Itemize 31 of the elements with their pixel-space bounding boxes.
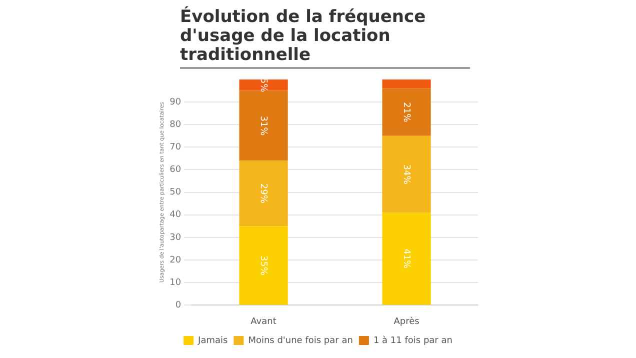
y-tick-label: 60	[170, 165, 182, 176]
data-label: 35%	[258, 255, 268, 276]
legend-label: Moins d'une fois par an	[248, 336, 353, 346]
bar	[382, 88, 431, 136]
legend-label: 1 à 11 fois par an	[373, 334, 452, 346]
y-tick-label: 50	[170, 188, 182, 198]
y-tick-label: 20	[170, 255, 182, 266]
chart-title: Évolution de la fréquence d'usage de la location traditionnelle	[180, 7, 470, 69]
y-tick-label: 30	[170, 232, 182, 243]
y-tick-label: 40	[170, 210, 182, 220]
y-tick-label: 0	[175, 300, 182, 311]
x-tick-label: Avant	[250, 316, 277, 327]
legend-label: Jamais	[197, 336, 228, 346]
data-label: 5%	[258, 78, 268, 93]
bar	[239, 90, 288, 161]
bar	[382, 212, 431, 305]
data-label: 34%	[401, 164, 412, 185]
bar	[239, 160, 288, 226]
bar	[239, 226, 288, 305]
y-tick-label: 70	[170, 142, 182, 152]
x-tick-label: Après	[394, 316, 420, 327]
data-label: 41%	[401, 248, 412, 270]
y-tick-label: 80	[170, 120, 182, 130]
y-tick-label: 90	[170, 97, 182, 108]
data-label: 21%	[401, 102, 412, 123]
bar	[382, 136, 431, 213]
bar	[382, 79, 431, 88]
data-label: 31%	[258, 116, 268, 136]
bar	[239, 79, 288, 91]
data-label: 29%	[258, 183, 268, 204]
y-tick-label: 10	[170, 278, 182, 288]
